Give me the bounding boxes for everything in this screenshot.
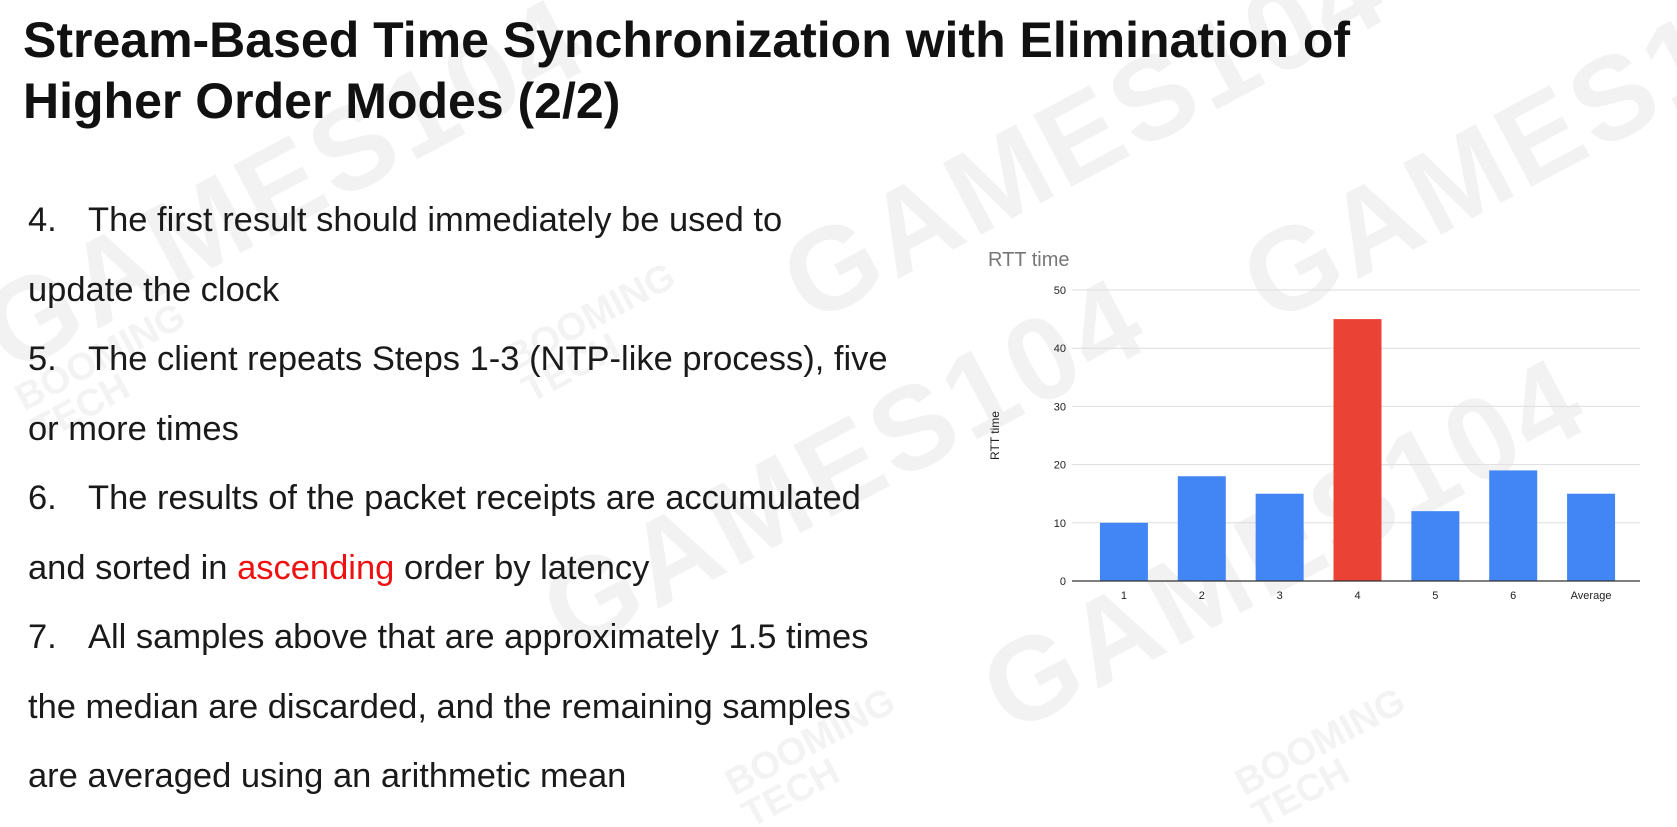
bar [1411,511,1460,581]
bar [1489,470,1538,581]
bar [1099,522,1148,581]
step-text: the median are discarded, and the remain… [28,687,851,726]
x-tick-label: 3 [1277,590,1283,602]
rtt-bar-chart: RTT time RTT time 0 10 20 30 40 50 1 2 3 4 5 6 Average [988,249,1640,602]
step-item-6-continued: and sorted in ascending order by latency [28,534,1018,604]
y-tick-label: 10 [1054,518,1066,530]
y-tick-label: 0 [1060,576,1066,588]
y-axis-label: RTT time [988,411,1002,460]
x-tick-label: 5 [1432,590,1438,602]
step-item-7-continued: the median are discarded, and the remain… [28,673,1018,743]
page-title: Stream-Based Time Synchronization with E… [23,10,1523,132]
highlighted-term: ascending [237,548,395,587]
bar [1177,476,1226,581]
step-number: 4. [28,201,57,239]
step-text: order by latency [394,548,650,587]
step-number: 7. [28,618,57,656]
x-tick-label: Average [1571,590,1612,602]
step-item-4-continued: update the clock [28,256,1018,326]
step-list: 4. The first result should immediately be… [28,186,1018,812]
x-tick-label: 6 [1510,590,1516,602]
step-item-5-continued: or more times [28,395,1018,465]
step-item-7-continued: are averaged using an arithmetic mean [28,742,1018,812]
y-tick-label: 30 [1054,401,1066,413]
step-text: The first result should immediately be u… [88,201,783,239]
page-title-line: Stream-Based Time Synchronization with E… [23,12,1351,68]
step-number: 6. [28,479,57,517]
step-text: update the clock [28,270,280,309]
step-text: The results of the packet receipts are a… [88,479,861,517]
step-text: are averaged using an arithmetic mean [28,757,627,795]
x-tick-label: 4 [1354,590,1360,602]
step-item-4: 4. The first result should immediately be… [28,186,1018,256]
step-item-7: 7. All samples above that are approximate… [28,603,1018,673]
step-item-6: 6. The results of the packet receipts are… [28,464,1018,534]
watermark-logo-line: BOOMING [1228,680,1413,805]
step-text: The client repeats Steps 1-3 (NTP-like p… [88,340,888,378]
y-tick-label: 40 [1054,343,1066,355]
page-title-line: Higher Order Modes (2/2) [23,73,621,129]
watermark-logo-line: TECH [1245,750,1357,827]
y-tick-label: 50 [1054,285,1066,297]
watermark-logo: BOOMING TECH [1228,680,1428,827]
x-tick-label: 2 [1199,590,1205,602]
step-item-5: 5. The client repeats Steps 1-3 (NTP-like… [28,325,1018,395]
bar [1567,493,1616,581]
bar [1255,493,1304,581]
bar [1333,319,1382,581]
y-tick-label: 20 [1054,460,1066,472]
step-text: All samples above that are approximately… [88,618,869,656]
step-text: or more times [28,409,239,448]
step-text: and sorted in [28,548,238,587]
x-tick-label: 1 [1121,590,1127,602]
chart-title: RTT time [988,249,1070,271]
step-number: 5. [28,340,57,378]
